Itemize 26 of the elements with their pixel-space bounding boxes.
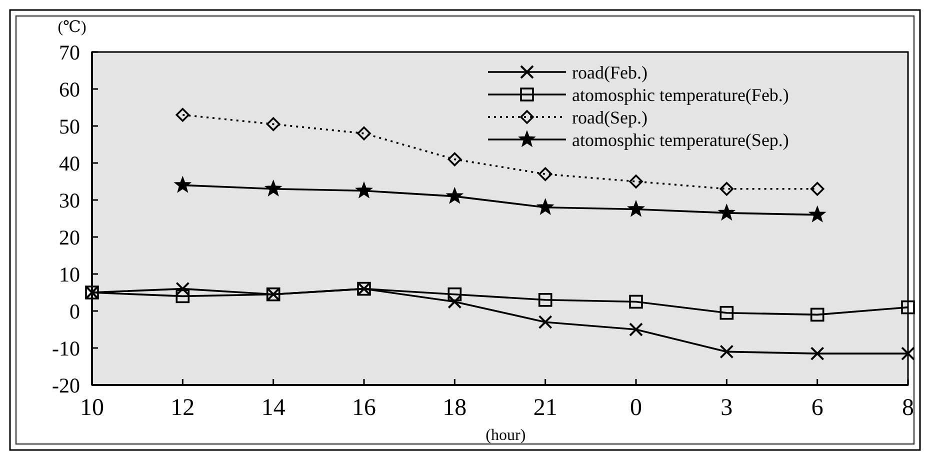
x-tick-label: 21 — [533, 395, 558, 421]
legend-label: road(Feb.) — [572, 62, 648, 82]
x-tick-label: 16 — [352, 395, 376, 421]
x-tick-label: 12 — [170, 395, 195, 421]
x-tick-label: 6 — [811, 395, 824, 421]
y-tick-label: -20 — [52, 373, 80, 398]
x-tick-label: 14 — [261, 395, 286, 421]
legend-label: atomosphic temperature(Feb.) — [572, 84, 789, 105]
y-tick-label: 10 — [59, 262, 80, 286]
y-tick-label: 70 — [59, 40, 80, 64]
y-tick-label: 60 — [59, 77, 80, 102]
x-tick-label: 18 — [442, 395, 467, 421]
y-axis-title: (℃) — [58, 19, 86, 36]
legend-label: atomosphic temperature(Sep.) — [572, 130, 789, 150]
y-tick-label: -10 — [52, 336, 80, 360]
y-tick-label: 30 — [59, 188, 80, 212]
y-tick-label: 0 — [70, 299, 80, 324]
x-tick-label: 8 — [902, 395, 914, 421]
x-tick-label: 0 — [630, 395, 642, 421]
y-tick-label: 40 — [59, 151, 80, 176]
y-tick-label: 50 — [59, 114, 80, 138]
legend-label: road(Sep.) — [572, 107, 648, 128]
y-tick-label: 20 — [59, 225, 80, 250]
x-tick-label: 10 — [80, 395, 104, 421]
x-tick-label: 3 — [720, 395, 733, 421]
x-axis-title: (hour) — [486, 427, 526, 444]
